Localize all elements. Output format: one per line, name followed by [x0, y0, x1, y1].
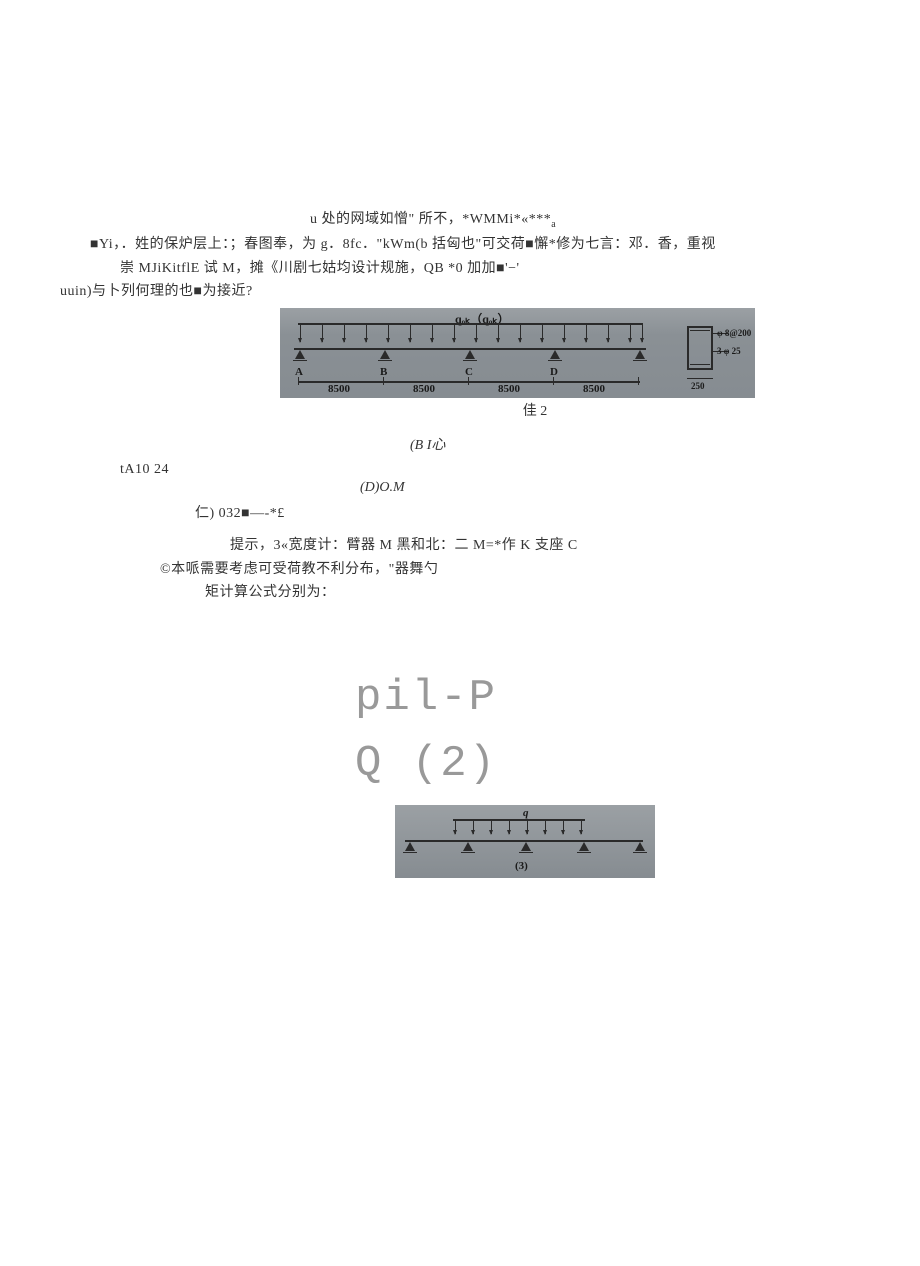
text-line-5: 提示，3«宽度计：臂器 M 黑和北：二 M=*作 K 支座 C: [60, 534, 860, 558]
span-4: 8500: [583, 383, 605, 395]
text-line-4: uuin)与卜列何理的也■为接近?: [60, 280, 860, 304]
span-3: 8500: [498, 383, 520, 395]
load-arrow: [322, 324, 323, 342]
partial-load-diagram: q (3): [395, 805, 655, 878]
option-a: tA10 24: [60, 458, 860, 482]
load-line: [298, 323, 643, 325]
support-a: [295, 350, 305, 359]
load-arrow: [432, 324, 433, 342]
text-line-3: 崇 MJiKitflE 试 M，摊《川剧七姑均设计规施，QB *0 加加■'−': [60, 257, 860, 281]
text-line-6: ©本哌需要考虑可受荷教不利分布，"器舞勺: [60, 558, 860, 582]
support-e: [635, 350, 645, 359]
d2-support: [405, 842, 415, 851]
d2-load-label: q: [523, 807, 529, 819]
width-label: 250: [691, 381, 705, 391]
option-c-placeholder: [60, 480, 230, 496]
stirrup: [690, 364, 710, 365]
line1-sub: a: [551, 219, 556, 230]
option-row-2: (D)O.M: [60, 480, 860, 496]
span-1: 8500: [328, 383, 350, 395]
d2-arrow: [545, 820, 546, 834]
load-arrow: [520, 324, 521, 342]
load-arrow: [564, 324, 565, 342]
option-b: (B I心: [230, 434, 445, 454]
cross-section-area: φ 8@200 3 φ 25 250: [665, 308, 755, 398]
load-arrow: [498, 324, 499, 342]
option-a-placeholder: [60, 434, 230, 454]
dim-tick: [383, 377, 384, 385]
load-arrow: [366, 324, 367, 342]
d2-arrow: [509, 820, 510, 834]
support-d: [550, 350, 560, 359]
rebar-label-1: φ 8@200: [717, 328, 751, 338]
stirrup: [690, 330, 710, 331]
d2-caption: (3): [515, 860, 528, 872]
load-arrow: [642, 324, 643, 342]
beam-main-area: qₒₖ（qₒₖ）: [280, 308, 665, 398]
load-arrow: [586, 324, 587, 342]
option-row-1: (B I心: [60, 434, 860, 454]
support-b: [380, 350, 390, 359]
load-arrow: [388, 324, 389, 342]
line1-text: u 处的网域如憎" 所不，*WMMi*«***: [310, 212, 551, 227]
formula-line-2: Q (2): [60, 731, 860, 797]
d2-arrow: [581, 820, 582, 834]
d2-arrow: [527, 820, 528, 834]
load-arrow: [300, 324, 301, 342]
text-line-7: 矩计算公式分别为：: [60, 581, 860, 605]
d2-arrow: [491, 820, 492, 834]
text-line-2: ■Yi，．姓的保炉层上：；春图奉，为 g．8fc．"kWm(b 括匈也"可交荷■…: [60, 233, 860, 257]
formula-line-1: pil-P: [60, 665, 860, 731]
load-arrow: [410, 324, 411, 342]
d2-arrow: [473, 820, 474, 834]
figure-caption-1: 佳 2: [60, 400, 860, 420]
width-dim-line: [687, 378, 713, 379]
load-arrow: [476, 324, 477, 342]
dim-tick: [298, 377, 299, 385]
rebar-label-2: 3 φ 25: [717, 346, 741, 356]
load-arrow: [344, 324, 345, 342]
text-line-1: u 处的网域如憎" 所不，*WMMi*«***a: [60, 208, 860, 233]
d2-support: [579, 842, 589, 851]
beam-diagram: qₒₖ（qₒₖ）: [280, 308, 755, 398]
span-2: 8500: [413, 383, 435, 395]
load-arrow: [454, 324, 455, 342]
dim-tick: [553, 377, 554, 385]
option-d: (D)O.M: [230, 480, 405, 496]
dim-tick: [638, 377, 639, 385]
option-c: 仁) 032■—-*£: [60, 502, 860, 526]
d2-arrow: [455, 820, 456, 834]
d2-support: [463, 842, 473, 851]
load-arrow: [630, 324, 631, 342]
load-arrow: [542, 324, 543, 342]
d2-support: [521, 842, 531, 851]
dim-tick: [468, 377, 469, 385]
support-c: [465, 350, 475, 359]
document-body: u 处的网域如憎" 所不，*WMMi*«***a ■Yi，．姓的保炉层上：；春图…: [0, 208, 920, 878]
load-arrow: [608, 324, 609, 342]
d2-arrow: [563, 820, 564, 834]
d2-support: [635, 842, 645, 851]
